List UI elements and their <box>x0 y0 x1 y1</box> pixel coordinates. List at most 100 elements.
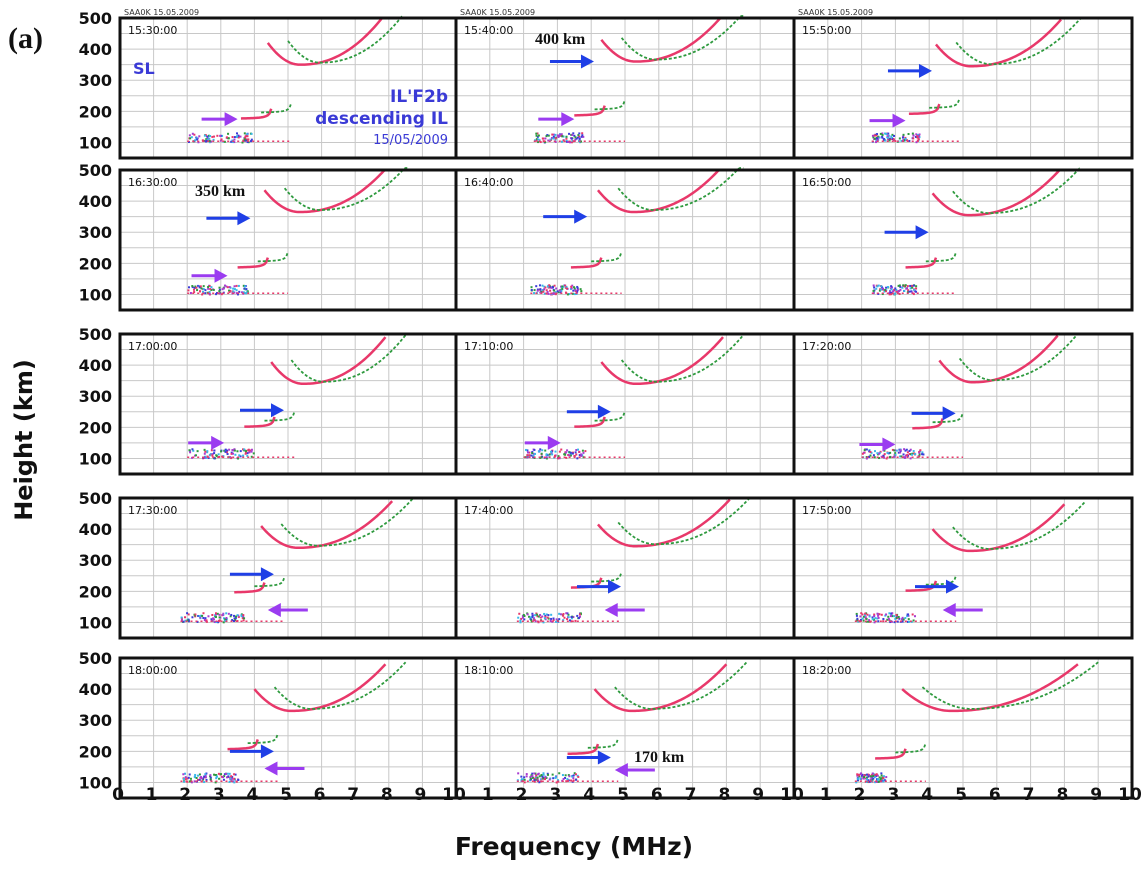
e-region-point <box>206 138 209 141</box>
e-region-point <box>542 290 545 293</box>
e-region-point <box>562 619 565 622</box>
e-region-point <box>533 448 536 451</box>
e-region-point <box>205 772 208 775</box>
ionogram-panel-17-00-00: 17:00:00 <box>118 332 458 476</box>
e-region-point <box>193 133 196 136</box>
x-tick-label: 4 <box>246 785 258 805</box>
panel-grid <box>120 658 456 798</box>
e-region-point <box>894 287 897 290</box>
e-region-point <box>216 134 219 137</box>
y-tick-label: 100 <box>79 285 112 304</box>
e-region-point <box>531 451 534 454</box>
e-region-point <box>559 613 562 616</box>
e-region-point <box>873 621 876 624</box>
e-region-point <box>245 291 248 294</box>
e-region-point <box>235 284 238 287</box>
il-extraordinary-trace <box>925 251 958 263</box>
e-region-point <box>243 287 246 290</box>
e-region-point <box>209 140 212 143</box>
e-region-point <box>569 454 572 457</box>
y-tick-label: 300 <box>79 711 112 730</box>
e-region-point <box>884 139 887 142</box>
e-region-point <box>189 777 192 780</box>
e-region-point <box>242 619 245 622</box>
e-region-point <box>882 780 885 783</box>
e-region-point <box>535 139 538 142</box>
il-ordinary-trace <box>905 580 938 592</box>
e-region-point <box>902 618 905 621</box>
e-region-point <box>231 449 234 452</box>
e-region-point <box>894 617 897 620</box>
e-region-point <box>573 286 576 289</box>
e-region-point <box>523 776 526 779</box>
e-region-point <box>869 778 872 781</box>
e-region-point <box>516 779 519 782</box>
e-region-point <box>868 449 871 452</box>
e-region-point <box>233 781 236 784</box>
f2-ordinary-trace <box>253 663 387 713</box>
e-region-point <box>194 285 197 288</box>
e-region-point <box>887 132 890 135</box>
e-region-point <box>531 612 534 615</box>
e-region-point <box>870 776 873 779</box>
purple-arrow <box>191 268 228 283</box>
e-region-point <box>902 133 905 136</box>
e-region-point <box>229 778 232 781</box>
e-region-point <box>557 455 560 458</box>
e-region-point <box>561 135 564 138</box>
blue-arrow <box>229 744 274 759</box>
e-region-point <box>223 773 226 776</box>
e-region-point <box>202 290 205 293</box>
e-region-point <box>196 450 199 453</box>
e-region-point <box>857 777 860 780</box>
e-region-point <box>573 287 576 290</box>
e-region-scatter <box>516 612 622 624</box>
e-region-scatter <box>187 448 295 460</box>
panel-time-label: 15:50:00 <box>802 24 851 37</box>
x-tick-label: 8 <box>381 785 393 805</box>
e-region-point <box>528 451 531 454</box>
e-region-point <box>909 448 912 451</box>
e-region-point <box>889 615 892 618</box>
e-region-point <box>211 135 214 138</box>
e-region-point <box>897 451 900 454</box>
f2-ordinary-trace <box>931 503 1066 553</box>
e-region-point <box>876 612 879 615</box>
e-region-point <box>577 134 580 137</box>
e-region-point <box>917 134 920 137</box>
e-region-point <box>215 621 218 624</box>
e-region-point <box>883 456 886 459</box>
e-region-point <box>245 288 248 291</box>
e-region-point <box>543 288 546 291</box>
e-region-point <box>213 457 216 460</box>
e-region-point <box>220 775 223 778</box>
e-region-point <box>534 772 537 775</box>
x-tick-label: 2 <box>516 785 528 805</box>
e-region-point <box>572 774 575 777</box>
e-region-point <box>907 133 910 136</box>
e-region-point <box>889 612 892 615</box>
e-region-point <box>882 620 885 623</box>
e-region-point <box>558 289 561 292</box>
e-region-point <box>916 135 919 138</box>
e-region-point <box>243 448 246 451</box>
e-region-point <box>221 134 224 137</box>
panel-grid <box>120 18 456 158</box>
e-region-point <box>906 613 909 616</box>
e-region-point <box>909 457 912 460</box>
e-region-point <box>237 134 240 137</box>
e-region-point <box>856 773 859 776</box>
e-region-point <box>856 774 859 777</box>
e-region-point <box>908 620 911 623</box>
e-region-point <box>584 450 587 453</box>
e-region-point <box>891 448 894 451</box>
e-region-point <box>911 453 914 456</box>
y-tick-label: 100 <box>79 449 112 468</box>
e-region-point <box>247 138 250 141</box>
e-region-point <box>543 612 546 615</box>
x-tick-label: 5 <box>955 785 967 805</box>
e-region-point <box>228 448 231 451</box>
e-region-point <box>200 777 203 780</box>
e-region-point <box>855 614 858 617</box>
e-region-point <box>200 776 203 779</box>
